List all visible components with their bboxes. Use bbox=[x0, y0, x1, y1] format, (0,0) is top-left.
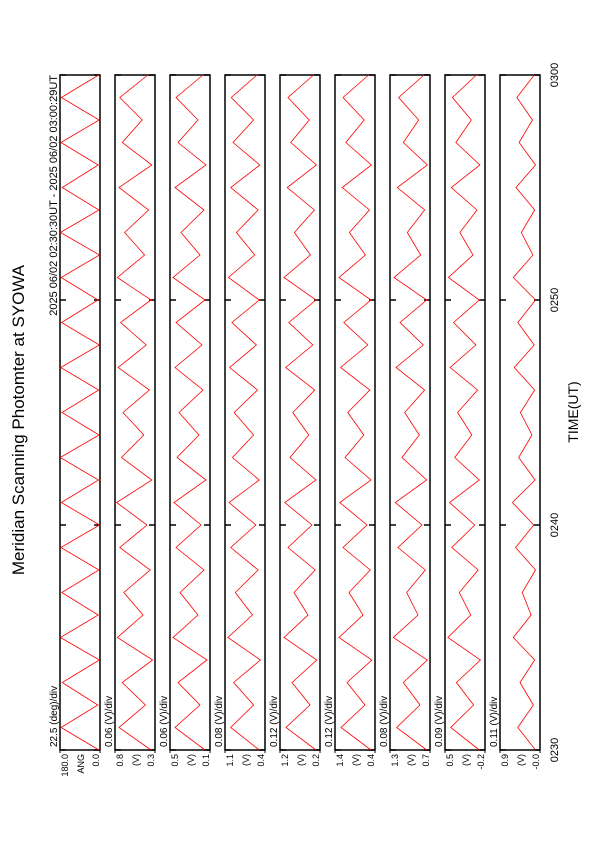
y-tick-label: 0.7 bbox=[421, 754, 431, 767]
y-tick-label: 0.2 bbox=[311, 754, 321, 767]
y-tick-label: 0.4 bbox=[256, 754, 266, 767]
y-axis-label: (V) bbox=[406, 754, 416, 766]
y-tick-label: 0.1 bbox=[201, 754, 211, 767]
y-axis-label: (V) bbox=[241, 754, 251, 766]
y-axis-label: (V) bbox=[351, 754, 361, 766]
panel-frame bbox=[169, 74, 211, 751]
y-tick-label: -0.0 bbox=[531, 754, 541, 770]
y-tick-label: 0.5 bbox=[170, 754, 180, 767]
y-tick-label: 0.4 bbox=[366, 754, 376, 767]
rotated-plot: Meridian Scanning Photomter at SYOWA 202… bbox=[9, 63, 581, 777]
y-axis-label: (V) bbox=[186, 754, 196, 766]
signal-line bbox=[447, 74, 482, 751]
signal-line bbox=[283, 74, 318, 751]
y-tick-label: 180.0 bbox=[60, 754, 70, 777]
scale-label: 22.5 (deg)/div bbox=[49, 686, 60, 747]
y-axis-label: (V) bbox=[131, 754, 141, 766]
y-tick-label: 1.4 bbox=[335, 754, 345, 767]
signal-line bbox=[227, 74, 262, 751]
scale-label: 0.06 (V)/div bbox=[104, 696, 115, 747]
y-axis-label: (V) bbox=[461, 754, 471, 766]
y-tick-label: 0.9 bbox=[500, 754, 510, 767]
x-axis-label: TIME(UT) bbox=[565, 381, 581, 442]
y-tick-label: 0.3 bbox=[146, 754, 156, 767]
scale-label: 0.09 (V)/div bbox=[434, 696, 445, 747]
y-tick-label: 0.8 bbox=[115, 754, 125, 767]
y-tick-label: -0.2 bbox=[476, 754, 486, 770]
signal-line bbox=[172, 74, 208, 751]
y-tick-label: 0.0 bbox=[91, 754, 101, 767]
chart-subtitle: 2025 06/02 02:30:30UT - 2025 06/02 03:00… bbox=[48, 75, 60, 316]
y-tick-label: 0.5 bbox=[445, 754, 455, 767]
x-tick-label: 0240 bbox=[549, 513, 561, 537]
scale-label: 0.11 (V)/div bbox=[489, 697, 500, 747]
panel-frame bbox=[444, 74, 486, 751]
signal-line bbox=[59, 74, 101, 751]
y-tick-label: 1.2 bbox=[280, 754, 290, 767]
panel-frame bbox=[224, 74, 266, 751]
y-axis-label: (V) bbox=[296, 754, 306, 766]
panel-frame bbox=[279, 74, 321, 751]
scale-label: 0.12 (V)/div bbox=[324, 696, 335, 747]
scale-label: 0.12 (V)/div bbox=[269, 696, 280, 747]
panel-frame bbox=[59, 74, 101, 751]
panel-frame bbox=[334, 74, 376, 751]
signal-line bbox=[392, 74, 428, 751]
x-tick-label: 0300 bbox=[549, 63, 561, 87]
y-tick-label: 1.3 bbox=[390, 754, 400, 767]
signal-line bbox=[338, 74, 373, 751]
chart-title: Meridian Scanning Photomter at SYOWA bbox=[9, 264, 28, 575]
x-tick-label: 0250 bbox=[549, 288, 561, 312]
y-axis-label: (V) bbox=[516, 754, 526, 766]
panel-frame bbox=[114, 74, 156, 751]
x-tick-label: 0230 bbox=[549, 738, 561, 762]
signal-line bbox=[115, 74, 154, 751]
scale-label: 0.08 (V)/div bbox=[379, 696, 390, 747]
y-tick-label: 1.1 bbox=[225, 754, 235, 767]
y-axis-label: ANG bbox=[76, 754, 86, 774]
scale-label: 0.08 (V)/div bbox=[214, 696, 225, 747]
signal-line bbox=[511, 74, 537, 751]
scale-label: 0.06 (V)/div bbox=[159, 696, 170, 747]
panel-frame bbox=[389, 74, 431, 751]
